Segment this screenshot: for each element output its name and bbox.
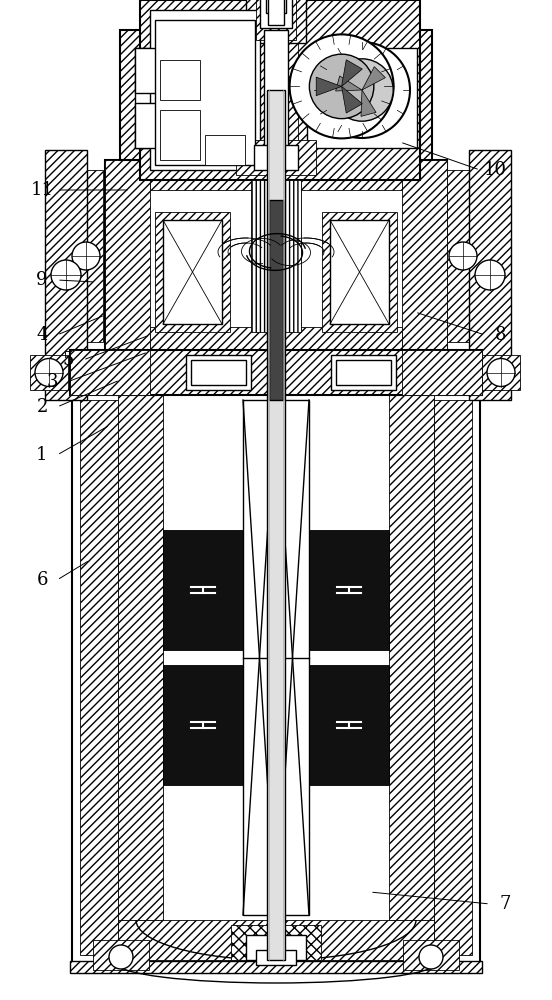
Bar (163, 665, 243, 785)
Bar (105, 160, 447, 352)
Circle shape (35, 359, 63, 386)
Bar (163, 220, 222, 324)
Bar (268, 0, 284, 20)
Polygon shape (361, 90, 376, 116)
Text: 11: 11 (30, 181, 54, 199)
Bar (80, 400, 118, 955)
Bar (254, 145, 298, 170)
Text: 3: 3 (46, 373, 58, 391)
Bar (307, 48, 417, 148)
Bar (70, 350, 482, 395)
Bar (150, 10, 260, 170)
Polygon shape (342, 60, 362, 86)
Bar (276, 400, 309, 915)
Circle shape (487, 359, 515, 386)
Bar (155, 20, 255, 165)
Bar (205, 135, 245, 165)
Circle shape (475, 260, 505, 290)
Bar (120, 30, 432, 160)
Bar (389, 395, 434, 920)
Bar (243, 400, 276, 915)
Bar (163, 530, 243, 650)
Text: 8: 8 (494, 326, 506, 344)
Bar (45, 150, 87, 400)
Circle shape (72, 242, 100, 270)
Bar (191, 360, 246, 385)
Bar (246, 0, 306, 43)
Bar (93, 940, 149, 970)
Bar (140, 0, 420, 180)
Bar (160, 60, 200, 100)
Text: 1: 1 (36, 446, 48, 464)
Polygon shape (362, 67, 385, 90)
Bar (155, 212, 230, 332)
Bar (260, 0, 292, 28)
Bar (186, 355, 251, 390)
Text: 10: 10 (484, 161, 507, 179)
Bar (30, 355, 68, 390)
Bar (254, 30, 298, 160)
FancyBboxPatch shape (72, 382, 480, 973)
Bar (402, 160, 447, 352)
Bar (150, 158, 402, 190)
Circle shape (314, 42, 410, 138)
Bar (118, 395, 163, 920)
Bar (256, 0, 296, 40)
Polygon shape (276, 400, 309, 915)
Bar (70, 170, 103, 342)
Text: 6: 6 (36, 571, 48, 589)
Bar (135, 48, 245, 93)
Polygon shape (336, 76, 362, 91)
Bar (309, 665, 389, 785)
Bar (434, 400, 472, 955)
Circle shape (449, 242, 477, 270)
Circle shape (309, 54, 374, 119)
Bar (268, 0, 284, 25)
Bar (236, 140, 316, 175)
Circle shape (331, 59, 393, 121)
Polygon shape (316, 77, 342, 96)
Bar (336, 360, 391, 385)
Bar (251, 180, 301, 332)
Bar (231, 925, 321, 960)
Bar (70, 961, 482, 973)
Bar (266, 0, 286, 13)
Circle shape (290, 34, 394, 138)
Bar (469, 150, 511, 400)
Bar (256, 950, 296, 965)
Bar (269, 200, 283, 400)
Bar (264, 30, 288, 165)
Text: 7: 7 (500, 895, 511, 913)
Bar (246, 935, 306, 960)
Bar (105, 160, 150, 352)
Bar (150, 327, 402, 352)
Bar (135, 103, 245, 148)
Text: 9: 9 (36, 271, 48, 289)
Bar (160, 110, 200, 160)
Bar (322, 212, 397, 332)
Bar (264, 0, 288, 5)
Circle shape (419, 945, 443, 969)
Bar (70, 350, 150, 395)
Bar (447, 170, 480, 342)
Circle shape (109, 945, 133, 969)
Bar (309, 530, 389, 650)
Text: 5: 5 (62, 351, 73, 369)
Circle shape (51, 260, 81, 290)
Polygon shape (243, 400, 276, 915)
Polygon shape (342, 86, 362, 113)
Bar (258, 5, 294, 35)
Bar (330, 220, 389, 324)
Bar (135, 48, 245, 148)
Bar (331, 355, 396, 390)
Bar (402, 350, 482, 395)
Bar (243, 400, 309, 915)
Text: 4: 4 (36, 326, 47, 344)
Text: 2: 2 (36, 398, 47, 416)
Bar (267, 90, 285, 960)
Bar (482, 355, 520, 390)
Bar (403, 940, 459, 970)
Bar (118, 920, 434, 960)
